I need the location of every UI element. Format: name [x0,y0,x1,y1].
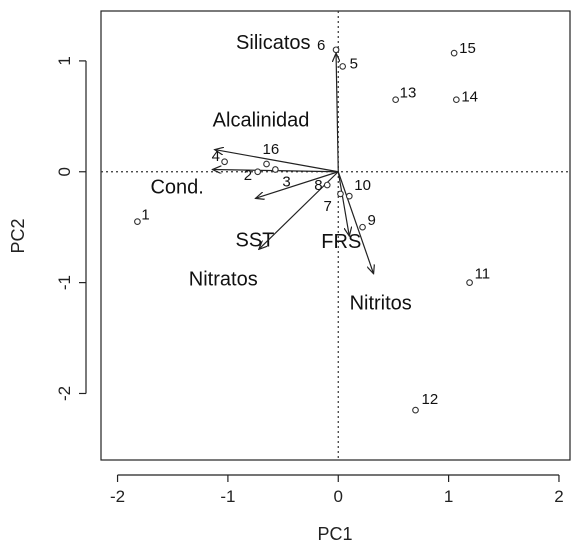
point-label: 2 [244,167,252,184]
vector-label: Nitritos [350,293,412,315]
vector-arrow [215,150,339,173]
y-tick-label: 1 [55,56,74,65]
point-label: 12 [422,391,439,408]
y-tick-label: 0 [55,167,74,176]
point-label: 8 [314,177,322,194]
score-point [272,166,279,173]
point-label: 16 [263,141,280,158]
point-label: 13 [400,85,417,102]
score-point [134,218,141,225]
point-label: 15 [459,40,476,57]
vector-label: Silicatos [236,32,310,54]
score-point [466,279,473,286]
vector-label: FRS [321,231,361,253]
y-axis-title: PC2 [8,218,28,253]
vector-label: Alcalinidad [213,110,310,132]
score-point [221,158,228,166]
x-axis: -2 -1 0 1 2 [110,474,564,506]
vector-label: Cond. [150,177,203,199]
point-label: 3 [282,174,290,191]
point-label: 10 [354,177,371,194]
vector-label: Nitratos [189,268,258,290]
score-point [263,160,270,168]
point-label: 5 [350,55,358,72]
score-point [450,49,458,57]
x-axis-title: PC1 [317,524,352,544]
point-label: 11 [475,266,491,283]
y-axis: -2 -1 0 1 [55,56,87,401]
x-tick-label: 1 [444,487,453,506]
loading-vectors: SilicatosAlcalinidadCond.SSTNitratosFRSN… [150,32,411,315]
score-point [345,192,353,200]
score-point [254,168,262,176]
score-point [412,406,419,414]
point-label: 6 [317,37,325,54]
score-point [332,46,340,54]
vector-arrow [337,171,373,274]
score-point [452,96,460,104]
score-point [339,63,347,70]
vector-arrow [336,53,338,172]
point-label: 14 [461,89,478,106]
x-tick-label: 0 [334,487,343,506]
x-tick-label: -1 [220,487,235,506]
point-label: 1 [141,207,149,224]
point-label: 4 [212,148,220,165]
vector-arrow [255,171,339,199]
point-label: 7 [323,198,331,215]
x-tick-label: -2 [110,487,125,506]
score-point [359,223,366,231]
score-point [392,96,399,104]
score-point [337,190,344,198]
plot-frame [100,10,571,461]
reference-lines [101,11,570,460]
vector-arrow [337,171,349,236]
point-label: 9 [368,212,376,229]
x-tick-label: 2 [554,487,563,506]
y-tick-label: -1 [55,275,74,290]
score-point [323,181,331,189]
y-tick-label: -2 [55,386,74,401]
